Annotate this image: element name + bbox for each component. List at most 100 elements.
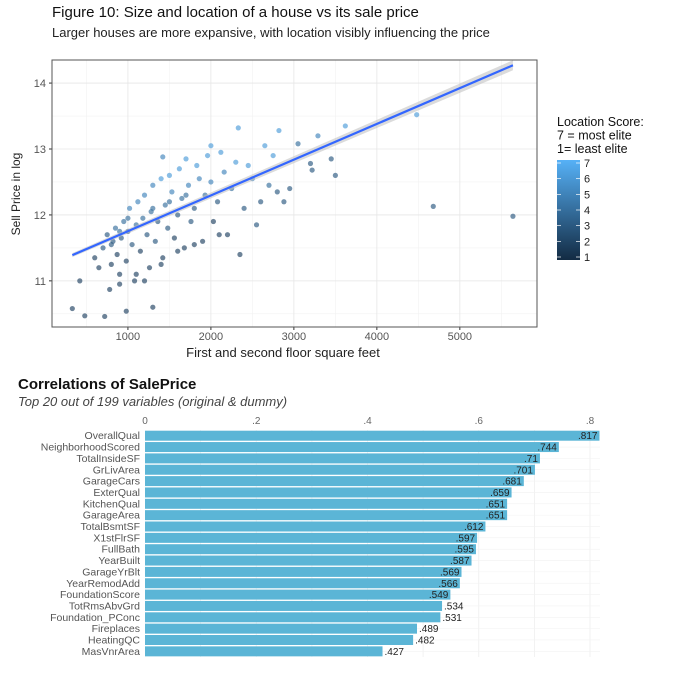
scatter-point xyxy=(262,143,268,149)
scatter-point xyxy=(194,162,200,169)
bar xyxy=(145,430,600,441)
legend-tick-label: 3 xyxy=(584,221,590,233)
scatter-y-label: Sell Price in log xyxy=(9,153,23,236)
scatter-point xyxy=(200,238,206,244)
legend-title-line: Location Score: xyxy=(557,115,644,129)
scatter-point xyxy=(160,154,166,160)
scatter-point xyxy=(123,258,129,264)
scatter-point xyxy=(235,125,241,131)
scatter-point xyxy=(181,245,187,251)
scatter-point xyxy=(224,232,231,238)
data-label: .71 xyxy=(524,454,538,465)
scatter-point xyxy=(160,255,166,261)
scatter-point xyxy=(266,182,272,188)
scatter-point xyxy=(221,169,227,175)
scatter-point xyxy=(100,245,106,251)
data-label: .701 xyxy=(513,465,533,476)
scatter-point xyxy=(69,305,75,312)
data-label: .427 xyxy=(385,647,405,658)
data-label: .549 xyxy=(429,590,449,601)
x-tick-label: 0 xyxy=(142,416,148,427)
scatter-point xyxy=(135,199,141,205)
category-label: GrLivArea xyxy=(93,464,140,476)
scatter-point xyxy=(204,152,211,159)
bar xyxy=(145,612,441,623)
data-label: .569 xyxy=(440,567,460,578)
scatter-point xyxy=(241,205,247,211)
scatter-point xyxy=(188,218,194,225)
scatter-point xyxy=(77,278,83,284)
scatter-point xyxy=(117,281,123,287)
category-label: GarageYrBlt xyxy=(82,566,140,578)
x-tick-label: 1000 xyxy=(116,331,140,343)
scatter-point xyxy=(175,212,181,218)
scatter-point xyxy=(185,182,192,188)
data-label: .482 xyxy=(415,636,435,647)
scatter-point xyxy=(208,143,214,149)
scatter-point xyxy=(430,203,436,209)
x-tick-label: 4000 xyxy=(365,331,389,343)
scatter-point xyxy=(191,205,197,211)
scatter-point xyxy=(210,218,216,225)
category-label: TotRmsAbvGrd xyxy=(69,600,140,612)
bar xyxy=(145,623,418,634)
category-label: FoundationScore xyxy=(60,589,140,601)
scatter-point xyxy=(114,251,120,258)
scatter-point xyxy=(165,225,171,231)
scatter-point xyxy=(274,189,280,195)
scatter-point xyxy=(281,199,287,205)
scatter-point xyxy=(214,199,221,205)
scatter-point xyxy=(141,278,148,284)
scatter-point xyxy=(309,167,315,173)
scatter-point xyxy=(179,195,185,202)
category-label: YearRemodAdd xyxy=(66,578,140,590)
y-tick-label: 14 xyxy=(34,78,46,90)
scatter-point xyxy=(270,152,276,159)
scatter-point xyxy=(510,213,516,219)
scatter-point xyxy=(123,308,129,314)
scatter-point xyxy=(332,172,338,178)
scatter-point xyxy=(152,238,158,244)
category-label: X1stFlrSF xyxy=(93,532,140,544)
scatter-point xyxy=(287,185,293,192)
x-tick-label: .2 xyxy=(252,416,261,427)
scatter-point xyxy=(208,179,214,185)
y-tick-label: 13 xyxy=(34,144,46,156)
category-label: ExterQual xyxy=(93,487,140,499)
bar xyxy=(145,487,512,498)
scatter-point xyxy=(342,123,348,129)
legend-tick-label: 1 xyxy=(584,252,590,264)
category-label: OverallQual xyxy=(85,430,140,442)
bar-chart: 0 .2 .4 .6 .8 OverallQual .817 NeighborhoodScor… xyxy=(41,416,600,658)
scatter-point xyxy=(96,265,102,271)
data-label: .597 xyxy=(456,533,476,544)
category-label: HeatingQC xyxy=(88,635,140,647)
bar xyxy=(145,453,540,464)
scatter-point xyxy=(140,215,146,221)
plot-panel xyxy=(52,60,537,327)
category-label: Fireplaces xyxy=(92,623,140,635)
scatter-point xyxy=(150,182,156,188)
bar xyxy=(145,544,476,555)
scatter-point xyxy=(166,199,173,205)
x-tick-label: 2000 xyxy=(199,331,223,343)
scatter-point xyxy=(315,133,321,139)
data-label: .659 xyxy=(490,488,510,499)
legend-tick-label: 4 xyxy=(584,205,590,217)
scatter-point xyxy=(121,218,127,225)
scatter-point xyxy=(126,205,133,211)
scatter-point xyxy=(144,232,150,238)
legend-tick-label: 6 xyxy=(584,174,590,186)
y-tick-label: 12 xyxy=(34,210,46,222)
legend-colorbar xyxy=(557,160,580,260)
scatter-point xyxy=(129,241,135,248)
bar xyxy=(145,589,451,600)
data-label: .817 xyxy=(578,431,598,442)
scatter-point xyxy=(295,141,301,147)
data-label: .566 xyxy=(438,579,458,590)
legend-title-line: 1= least elite xyxy=(557,142,628,156)
scatter-point xyxy=(108,261,114,267)
bar xyxy=(145,510,508,521)
scatter-point xyxy=(258,199,264,205)
